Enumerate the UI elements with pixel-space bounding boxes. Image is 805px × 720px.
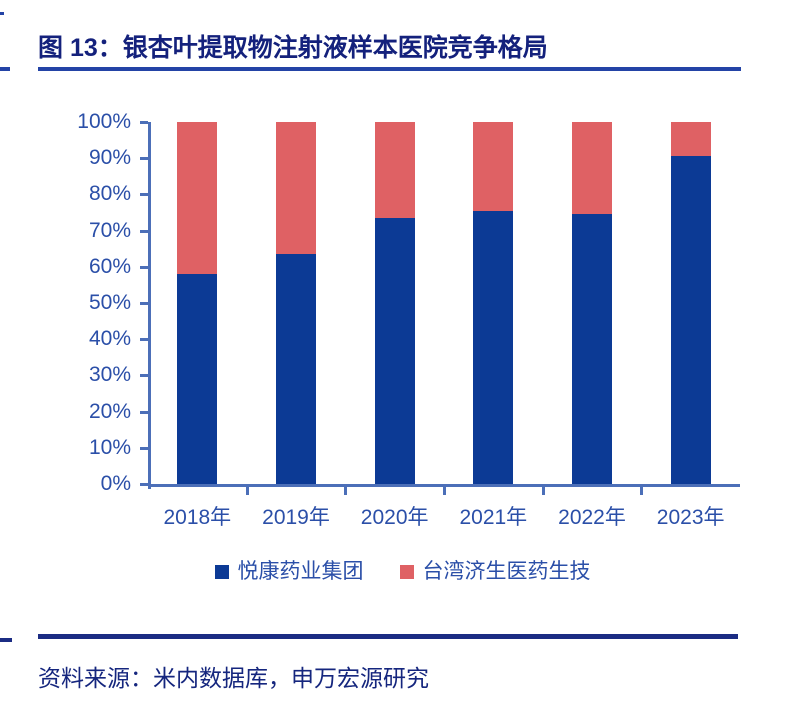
chart-legend: 悦康药业集团 台湾济生医药生技: [0, 559, 805, 585]
y-axis-tick: [140, 374, 148, 378]
y-axis-label: 0%: [100, 472, 131, 495]
y-axis-tick: [140, 121, 148, 124]
bar-segment-2019年-0: [276, 254, 316, 484]
edge-fragment-underline: [0, 67, 10, 71]
y-axis-label: 70%: [88, 218, 131, 242]
y-axis-tick: [140, 265, 148, 269]
y-axis-tick: [140, 193, 148, 197]
x-axis-tick: [640, 487, 644, 495]
legend-item-0: 悦康药业集团: [214, 559, 364, 585]
y-axis-tick: [140, 157, 148, 161]
figure-title: 图 13：银杏叶提取物注射液样本医院竞争格局: [38, 34, 548, 62]
x-axis-label: 2022年: [558, 506, 626, 529]
bar-segment-2023年-0: [670, 156, 711, 484]
legend-label: 台湾济生医药生技: [422, 560, 591, 583]
x-axis-line: [148, 484, 740, 487]
y-axis-label: 20%: [88, 399, 131, 423]
legend-swatch-icon: [214, 565, 229, 579]
edge-fragment-top: [0, 12, 4, 15]
x-axis-label: 2020年: [360, 506, 429, 529]
y-axis-label: 100%: [77, 110, 131, 133]
x-axis-label: 2019年: [262, 506, 330, 529]
bar-segment-2021年-1: [473, 122, 514, 211]
y-axis-line: [148, 122, 151, 489]
edge-fragment-bottom: [0, 638, 12, 642]
bottom-rule: [38, 634, 738, 639]
y-axis-label: 90%: [88, 146, 131, 170]
y-axis-tick: [140, 229, 148, 233]
bar-segment-2023年-1: [670, 122, 711, 157]
bar-segment-2020年-0: [374, 217, 415, 484]
bar-segment-2019年-1: [276, 122, 316, 255]
x-axis-tick: [541, 487, 545, 495]
bar-segment-2018年-1: [177, 122, 218, 275]
x-axis-tick: [443, 487, 446, 495]
x-axis-label: 2018年: [163, 506, 232, 529]
bar-segment-2022年-1: [572, 122, 612, 215]
bar-segment-2022年-0: [572, 214, 612, 484]
bar-segment-2020年-1: [374, 122, 415, 218]
x-axis-label: 2021年: [459, 506, 528, 529]
title-underline: [38, 67, 741, 71]
y-axis-label: 10%: [88, 435, 131, 459]
y-axis-tick: [140, 338, 148, 342]
bar-segment-2018年-0: [177, 274, 218, 484]
x-axis-tick: [344, 487, 348, 495]
y-axis-label: 60%: [88, 254, 131, 278]
x-axis-label: 2023年: [656, 506, 725, 529]
y-axis-label: 80%: [88, 182, 131, 206]
y-axis-tick: [140, 302, 148, 305]
bar-segment-2021年-0: [473, 210, 514, 484]
legend-label: 悦康药业集团: [237, 560, 364, 583]
y-axis-label: 30%: [88, 363, 131, 387]
source-note: 资料来源：米内数据库，申万宏源研究: [38, 665, 429, 691]
y-axis-tick: [140, 483, 148, 486]
y-axis-tick: [140, 446, 148, 450]
x-axis-tick: [245, 487, 249, 495]
y-axis-tick: [140, 410, 148, 414]
legend-swatch-icon: [399, 565, 414, 579]
legend-item-1: 台湾济生医药生技: [399, 559, 591, 585]
y-axis-label: 40%: [88, 327, 131, 351]
y-axis-label: 50%: [88, 291, 131, 314]
